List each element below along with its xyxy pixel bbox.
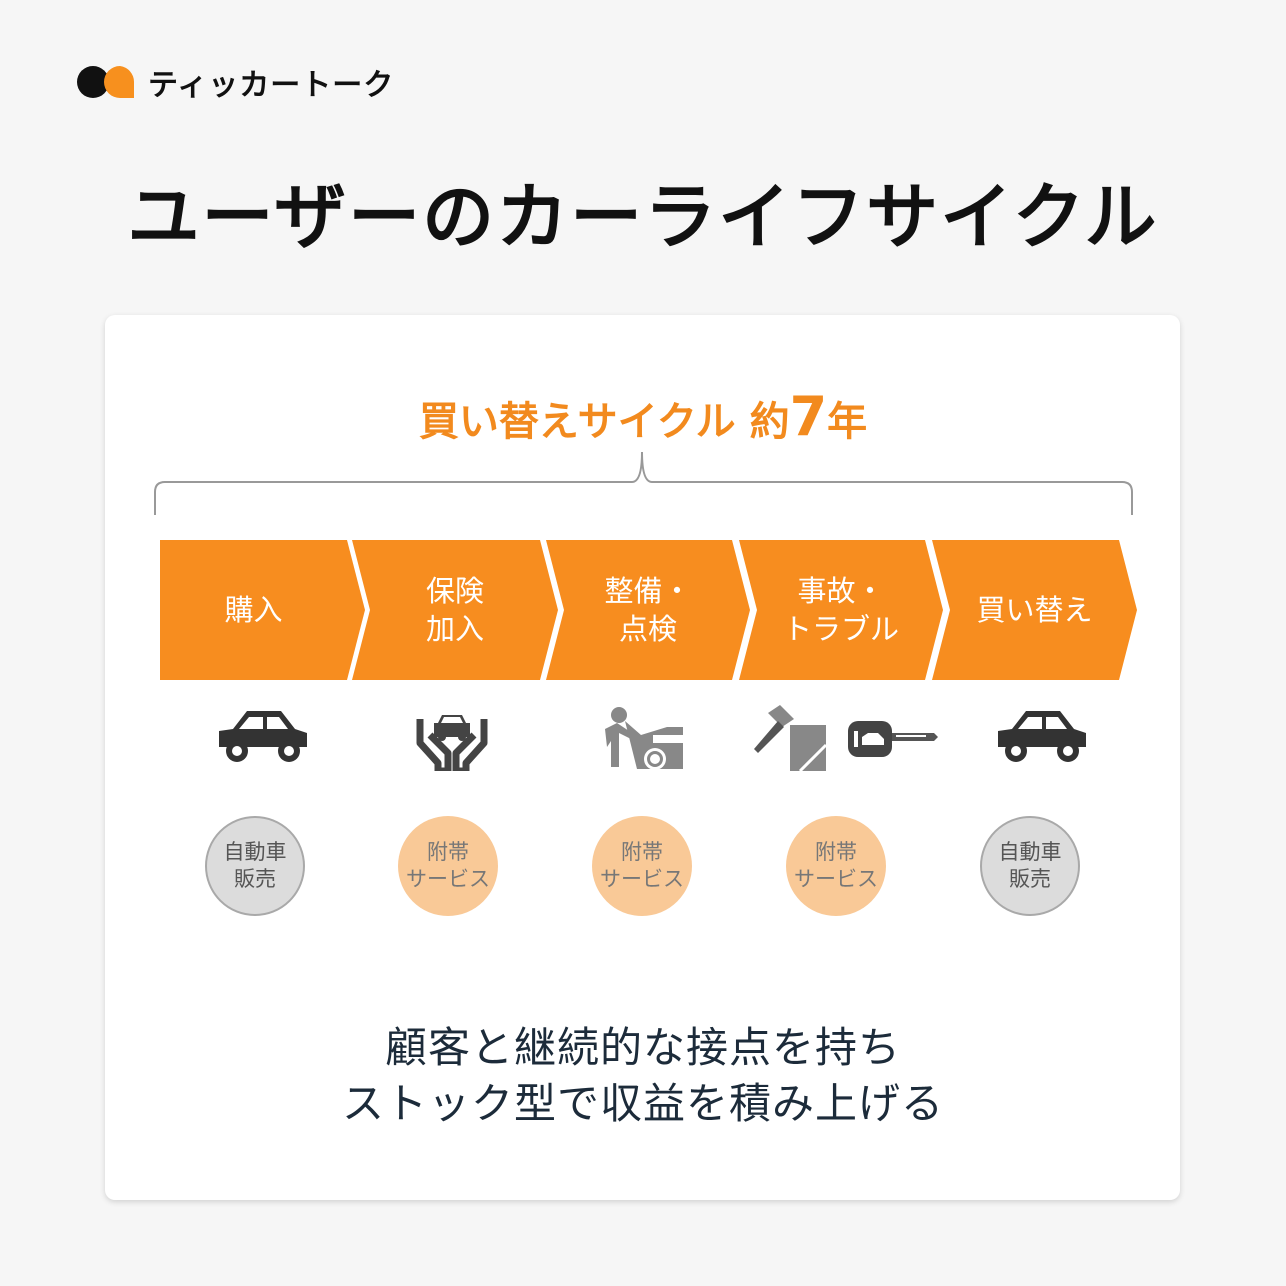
cycle-unit: 年 [827, 399, 868, 445]
service-badge-core: 自動車 販売 [205, 816, 305, 916]
brand-logo: ティッカートーク [76, 60, 394, 104]
brand-name: ティッカートーク [148, 68, 395, 103]
step-chevron-4: 事故・ トラブル [739, 540, 943, 680]
step-label: 事故・ トラブル [782, 574, 899, 646]
service-label: 附帯 サービス [794, 840, 878, 891]
cycle-years: 7 [789, 385, 828, 448]
service-badge-core: 自動車 販売 [980, 816, 1080, 916]
step-label: 購入 [224, 593, 283, 627]
service-label: 自動車 販売 [998, 840, 1062, 891]
service-label: 自動車 販売 [223, 840, 287, 891]
step-chevron-5: 買い替え [932, 540, 1137, 680]
step-chevron-1: 購入 [160, 540, 365, 680]
summary-line-2: ストック型で収益を積み上げる [341, 1079, 944, 1128]
cycle-prefix: 買い替えサイクル 約 [418, 399, 790, 445]
summary-line-1: 顧客と継続的な接点を持ち [384, 1023, 901, 1072]
car-icon [994, 705, 1090, 771]
step-chevron-2: 保険 加入 [352, 540, 558, 680]
page-title: ユーザーのカーライフサイクル [127, 175, 1159, 259]
service-badge-ancillary: 附帯 サービス [398, 816, 498, 916]
service-badge-ancillary: 附帯 サービス [786, 816, 886, 916]
service-badge-ancillary: 附帯 サービス [592, 816, 692, 916]
hammer-glass-and-car-key-icon [750, 705, 940, 775]
step-label: 買い替え [976, 593, 1093, 627]
step-label: 整備・ 点検 [604, 574, 692, 646]
hands-protecting-car-icon [416, 705, 488, 775]
cycle-heading: 買い替えサイクル 約7年 [0, 385, 1286, 448]
service-label: 附帯 サービス [406, 840, 490, 891]
service-label: 附帯 サービス [600, 840, 684, 891]
step-chevron-3: 整備・ 点検 [546, 540, 750, 680]
car-icon [215, 705, 311, 771]
mechanic-repairing-car-icon [597, 705, 687, 775]
step-label: 保険 加入 [425, 574, 484, 646]
logo-icon [77, 66, 135, 98]
summary-text: 顧客と継続的な接点を持ち ストック型で収益を積み上げる [0, 1020, 1286, 1132]
